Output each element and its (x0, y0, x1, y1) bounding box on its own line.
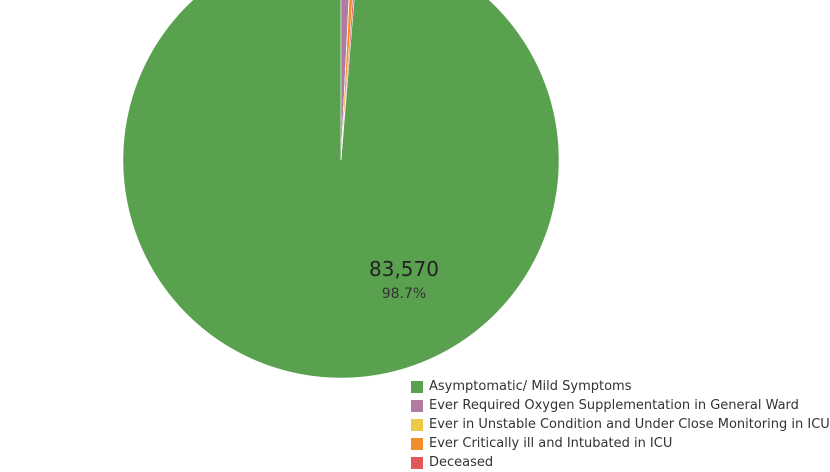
slice-oxygen-supplementation[interactable] (340, 0, 352, 161)
legend-label: Asymptomatic/ Mild Symptoms (429, 379, 632, 394)
legend-swatch (411, 380, 423, 393)
slice-value-label: 83,570 (369, 257, 439, 281)
chart-legend: Asymptomatic/ Mild Symptoms Ever Require… (411, 377, 830, 472)
pie-slices (122, 0, 560, 379)
legend-label: Ever in Unstable Condition and Under Clo… (429, 417, 830, 432)
legend-swatch (411, 418, 423, 431)
legend-swatch (411, 456, 423, 469)
legend-item-deceased[interactable]: Deceased (411, 453, 830, 472)
slice-deceased[interactable] (340, 0, 359, 161)
legend-item-critically-ill-icu[interactable]: Ever Critically ill and Intubated in ICU (411, 434, 830, 453)
legend-label: Ever Critically ill and Intubated in ICU (429, 436, 673, 451)
legend-item-oxygen-supplementation[interactable]: Ever Required Oxygen Supplementation in … (411, 396, 830, 415)
legend-swatch (411, 399, 423, 412)
slice-percent-label: 98.7% (382, 286, 426, 302)
legend-label: Deceased (429, 455, 494, 470)
legend-swatch (411, 437, 423, 450)
slice-asymptomatic[interactable] (122, 0, 560, 379)
pie-data-labels: 83,570 98.7% (369, 257, 439, 302)
legend-label: Ever Required Oxygen Supplementation in … (429, 398, 799, 413)
legend-item-asymptomatic[interactable]: Asymptomatic/ Mild Symptoms (411, 377, 830, 396)
legend-item-unstable-icu[interactable]: Ever in Unstable Condition and Under Clo… (411, 415, 830, 434)
